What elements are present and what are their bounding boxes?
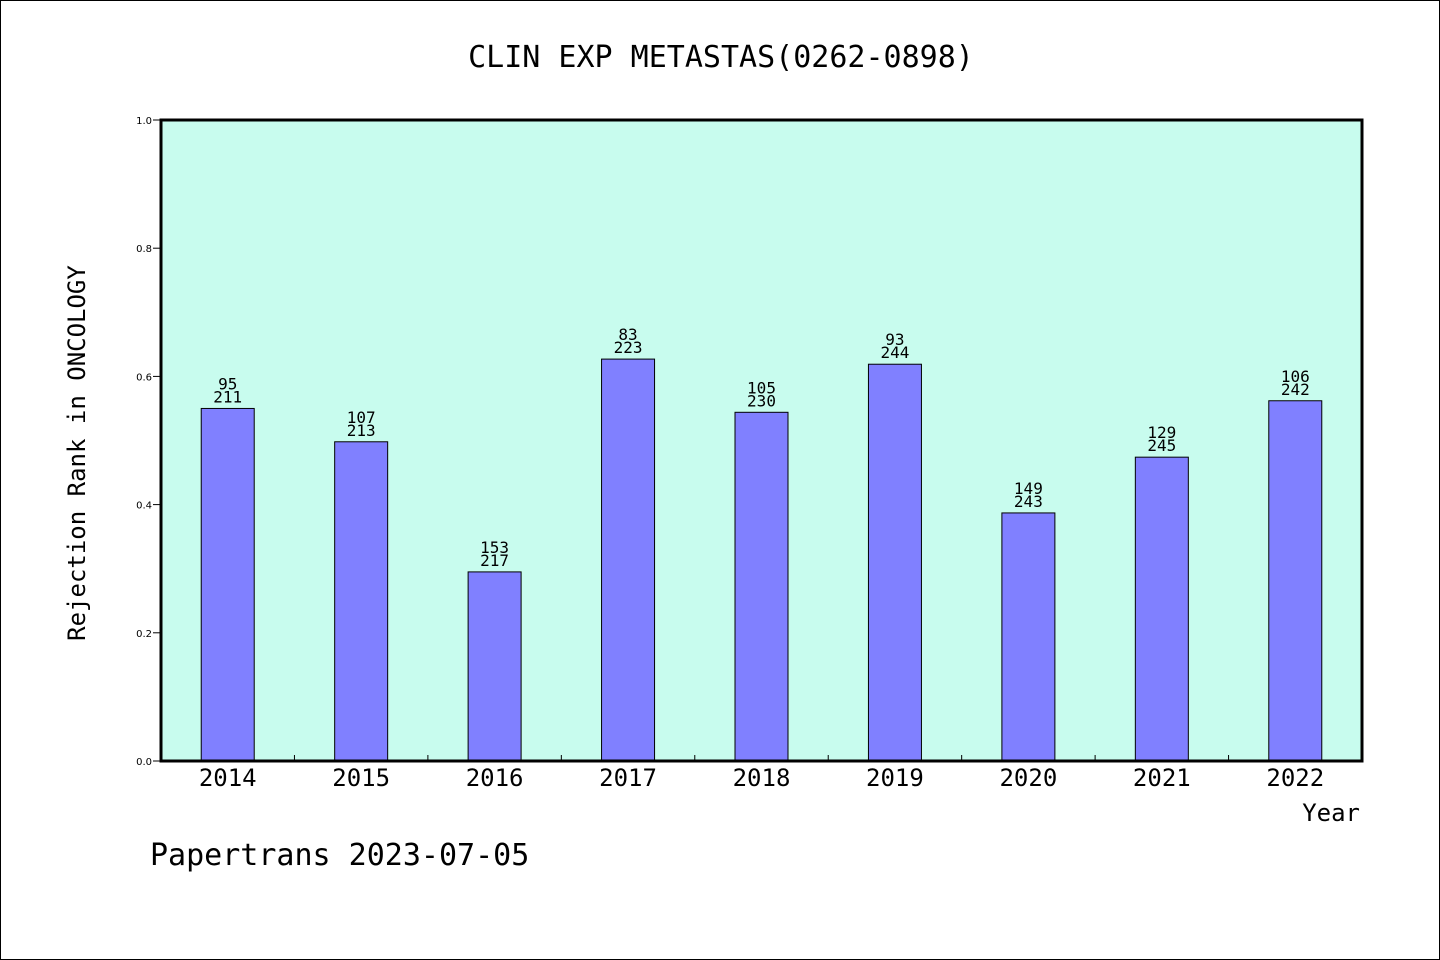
chart-title: CLIN EXP METASTAS(0262-0898) xyxy=(468,40,974,75)
x-tick-label: 2021 xyxy=(1133,764,1191,792)
x-axis-label: Year xyxy=(1302,799,1360,827)
x-tick-label: 2020 xyxy=(999,764,1057,792)
bar-rank-label: 95 xyxy=(218,374,237,393)
x-axis: 2014 2015 2016 2017 2018 2019 2020 2021 2022 xyxy=(199,755,1324,792)
y-axis-label: Rejection Rank in ONCOLOGY xyxy=(63,265,91,641)
bar-2021 xyxy=(1134,456,1189,762)
bar-total-label: 217 xyxy=(480,551,509,570)
y-tick-label: 0.2 xyxy=(136,629,152,640)
bar-total-label: 242 xyxy=(1281,380,1310,399)
bar-total-label: 213 xyxy=(347,421,376,440)
x-tick-label: 2018 xyxy=(733,764,791,792)
x-tick-label: 2017 xyxy=(599,764,657,792)
bar-rank-label: 105 xyxy=(747,378,776,397)
bar-total-label: 230 xyxy=(747,391,776,410)
bar-rank-label: 153 xyxy=(480,538,509,557)
y-tick-label: 0.0 xyxy=(136,757,152,768)
bar-2018 xyxy=(734,411,789,762)
bar-rank-label: 106 xyxy=(1281,367,1310,386)
plot-border xyxy=(159,118,1364,763)
bar-rank-label: 149 xyxy=(1014,479,1043,498)
bar-2014 xyxy=(200,407,255,762)
bar-total-label: 211 xyxy=(213,387,242,406)
bar-rank-label: 93 xyxy=(885,330,904,349)
bar-rank-label: 83 xyxy=(618,325,637,344)
x-tick-label: 2016 xyxy=(466,764,524,792)
bar-total-label: 244 xyxy=(880,343,909,362)
bar-total-label: 223 xyxy=(614,338,643,357)
y-tick-label: 0.4 xyxy=(136,501,152,512)
x-tick-label: 2019 xyxy=(866,764,924,792)
bars-group xyxy=(200,358,1323,762)
x-tick-label: 2014 xyxy=(199,764,257,792)
y-tick-label: 0.8 xyxy=(136,244,152,255)
bar-2022 xyxy=(1268,400,1323,762)
bar-2015 xyxy=(334,441,389,762)
x-tick-label: 2022 xyxy=(1266,764,1324,792)
bar-2020 xyxy=(1001,512,1056,762)
footer-text: Papertrans 2023-07-05 xyxy=(150,838,529,873)
bar-rank-label: 107 xyxy=(347,408,376,427)
x-tick-label: 2015 xyxy=(332,764,390,792)
y-axis: 0.0 0.2 0.4 0.6 0.8 1.0 xyxy=(136,116,161,768)
bar-total-label: 243 xyxy=(1014,492,1043,511)
bar-2017 xyxy=(601,358,656,762)
y-tick-label: 1.0 xyxy=(136,116,152,127)
bar-rank-label: 129 xyxy=(1147,423,1176,442)
bar-2016 xyxy=(467,571,522,762)
bar-total-label: 245 xyxy=(1147,436,1176,455)
bar-2019 xyxy=(867,363,922,762)
y-tick-label: 0.6 xyxy=(136,372,152,383)
